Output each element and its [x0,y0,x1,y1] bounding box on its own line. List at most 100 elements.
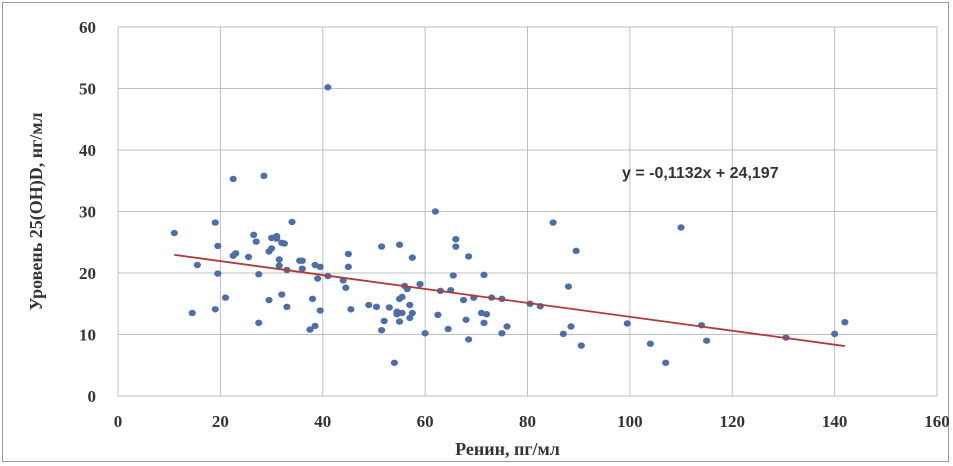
data-point [395,318,404,325]
data-point [465,336,473,343]
data-point [459,296,468,304]
data-point [462,316,470,323]
data-point [280,240,288,247]
data-point [211,219,219,226]
trendline-equation: y = -0,1132x + 24,197 [622,165,779,182]
data-point [662,359,670,366]
data-point [390,359,399,366]
data-point [365,301,373,309]
data-point [311,322,319,330]
data-point [316,307,324,314]
data-point [431,208,439,215]
tick-labels: 0 10 20 30 40 50 60 0 20 40 60 80 100 120 140 160 [79,18,950,431]
data-point [378,326,386,334]
data-point [482,311,491,318]
data-point [452,235,460,243]
data-point [434,311,442,319]
x-tick-label: 100 [617,412,643,431]
x-tick-label: 60 [417,412,434,431]
data-point [406,314,414,322]
data-point [841,319,849,326]
data-point [408,254,416,261]
data-point [260,172,268,180]
data-point [480,319,488,327]
data-point [577,342,585,349]
x-tick-label: 120 [720,412,746,431]
data-point [480,271,488,279]
data-point [567,323,575,330]
data-point [229,175,237,183]
data-point [408,309,416,317]
data-point [252,238,260,245]
data-point [232,250,240,257]
data-point [275,262,283,269]
data-point [703,337,711,344]
trendline [174,253,845,347]
data-point [316,263,324,271]
data-point [344,250,352,258]
data-point [255,319,263,327]
data-point [308,295,317,303]
y-tick-label: 40 [79,141,96,160]
data-point [398,293,406,301]
data-point [416,280,424,288]
data-point [395,241,404,248]
y-tick-label: 60 [79,18,96,37]
data-point [444,325,452,333]
data-point [265,296,273,304]
data-point [267,245,276,252]
data-point [398,309,406,317]
data-point [503,323,511,330]
data-point [273,235,281,242]
data-point [372,303,381,311]
data-point [564,283,573,290]
data-point [283,303,291,311]
data-point [465,253,473,260]
data-point [646,340,654,347]
y-tick-label: 50 [79,80,96,99]
data-point [255,271,263,278]
data-point [188,309,196,317]
data-point [278,291,286,298]
data-point [298,265,306,272]
data-point [244,253,253,261]
x-axis-title: Ренин, пг/мл [455,439,560,459]
data-point [623,320,631,327]
data-point [288,218,296,226]
x-tick-label: 140 [822,412,848,431]
x-tick-label: 20 [212,412,229,431]
data-point [498,330,506,337]
data-point [378,243,386,250]
data-point [298,257,306,264]
data-point [406,301,414,309]
y-tick-label: 30 [79,203,96,222]
data-point [347,306,355,313]
data-point [831,330,839,338]
data-point [342,284,350,291]
data-point [221,294,230,301]
data-point [214,242,222,250]
data-point [275,256,283,263]
data-point [572,247,580,255]
data-point [306,326,314,333]
y-tick-label: 10 [79,326,96,345]
x-tick-label: 80 [519,412,536,431]
data-point [193,261,201,269]
grid-lines [117,26,938,397]
data-point [170,229,178,237]
data-point [421,330,429,337]
data-point [559,330,567,338]
x-tick-label: 160 [924,412,950,431]
data-point [549,219,557,226]
x-tick-label: 40 [314,412,331,431]
x-tick-label: 0 [114,412,123,431]
trendline-group [174,253,845,347]
data-points [170,84,849,366]
data-point [344,263,352,271]
data-point [214,270,222,277]
data-point [452,243,460,250]
data-point [380,317,388,325]
y-tick-label: 20 [79,264,96,283]
